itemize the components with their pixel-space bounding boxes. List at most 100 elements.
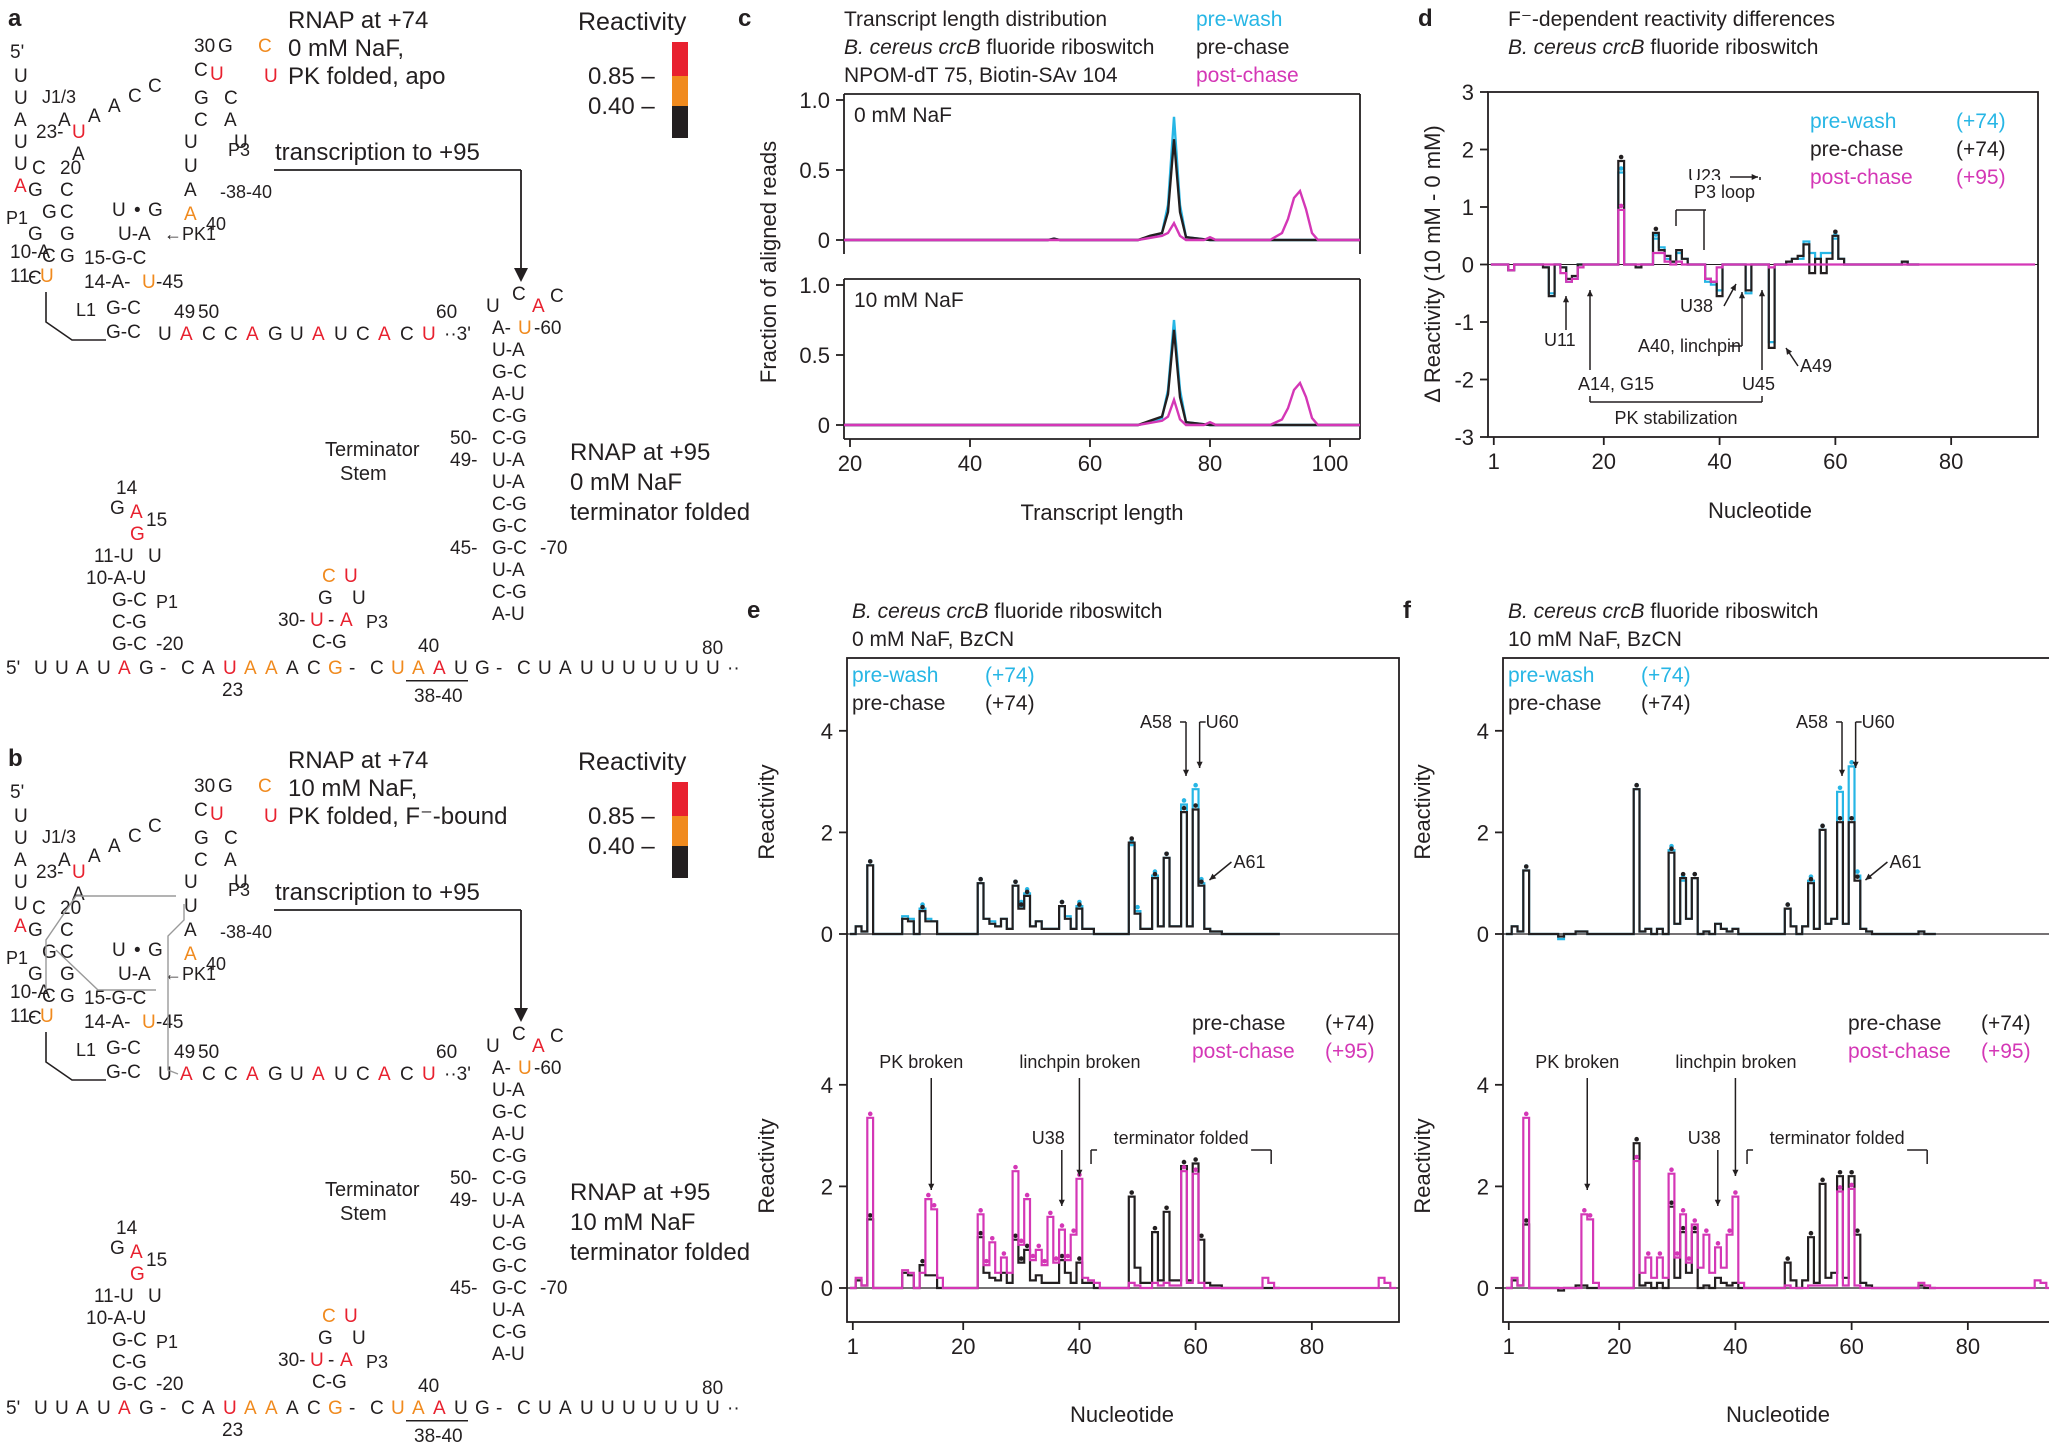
legend-pos: (+95) [1325,1040,1375,1063]
tail-nucleotide: G [268,324,283,345]
nucleotide: C [28,1008,42,1029]
tail-nucleotide: A [312,1064,325,1085]
data-point [1669,1200,1674,1206]
data-point [1019,1256,1024,1261]
plot-frame [1502,657,2049,1323]
legend-pre-chase: pre-chase [1196,36,1289,59]
nucleotide: U [352,588,366,609]
y-axis-label: Reactivity [1410,1118,1435,1213]
tail-nucleotide: C [400,324,414,345]
nucleotide: U [234,872,248,893]
y-tick-label: 0 [1477,1276,1489,1301]
nucleotide: G [194,828,209,849]
nucleotide: U [148,546,162,567]
nucleotide: C [224,88,238,109]
nucleotide: G [60,964,75,985]
data-point [1837,785,1843,791]
linear-nucleotide: A [433,658,446,679]
nucleotide: C [258,776,272,797]
linear-nucleotide: U [685,1398,699,1419]
stem-pair: G-C [492,1102,527,1123]
nucleotide: U [344,1306,358,1327]
tail-nucleotide: C [224,324,238,345]
nucleotide: C [322,1306,336,1327]
stem-pair: C-G [492,1146,527,1167]
stem-pair: U-A [492,1212,525,1233]
data-point [1704,1228,1709,1233]
nucleotide: U [40,1006,54,1027]
legend-title: Reactivity [578,8,687,36]
data-point [1618,203,1624,209]
linear-nucleotide: A [286,658,299,679]
nucleotide: C [148,816,162,837]
bracket-38-40 [406,1420,468,1422]
nucleotide: U [210,804,224,825]
y-tick-label: 2 [1477,820,1489,845]
linear-nucleotide: U [34,658,48,679]
tail-nucleotide: U [290,1064,304,1085]
data-point [1053,1256,1059,1261]
stem-pair: G-C [492,362,527,383]
legend-pos: (+95) [1981,1040,2031,1063]
nucleotide: -45 [156,272,183,293]
data-point [978,1230,983,1236]
data-point [1733,1190,1738,1195]
stem-label: Stem [340,1203,387,1225]
legend-black-bar [672,106,688,138]
panel-d-subtitle: B. cereus crcB fluoride riboswitch [1508,36,1818,59]
series-post-chase [1505,1116,2049,1290]
stem-pair: G-C [492,516,527,537]
nucleotide: G [60,246,75,267]
transcription-label: transcription to +95 [275,879,480,906]
nucleotide: A [88,846,101,867]
nucleotide: U [40,266,54,287]
linear-nucleotide: A [76,658,89,679]
data-point [1523,1218,1529,1223]
panel-condition: 10 mM NaF, BzCN [1508,628,1682,651]
linear-nucleotide: U [223,658,237,679]
y-tick-label: 0.5 [799,158,830,183]
data-point [1199,1233,1204,1239]
nucleotide: C [194,110,208,131]
legend-pos: (+74) [1325,1012,1375,1035]
data-point [1833,229,1838,235]
tail-nucleotide: C [202,324,216,345]
nucleotide: 60 [436,1042,457,1063]
nucleotide: C [322,566,336,587]
nucleotide: 15 [146,1250,167,1271]
nucleotide: C [512,284,526,305]
nucleotide: 49 [174,302,195,323]
data-point [931,1202,937,1208]
data-point [1042,1258,1047,1264]
linear-nucleotide: U [685,658,699,679]
annot-pk-stabilization: PK stabilization [1614,408,1737,428]
nucleotide: 15-G-C [84,988,146,1009]
annot-pk-broken-arrow-head [928,1183,935,1190]
nucleotide: G [148,200,163,221]
stem-pair: C-G [492,494,527,515]
annot-terminator-folded: terminator folded [1770,1128,1905,1148]
linear-nucleotide: A [76,1398,89,1419]
data-point [1193,803,1198,808]
stem-pair: A-U [492,1344,525,1365]
p3-label: P3 [228,880,250,900]
tail-nucleotide: C [202,1064,216,1085]
nucleotide: C [194,800,208,821]
stem-pair: C-G [492,1322,527,1343]
nucleotide: 50- [450,428,477,449]
data-point [1692,1225,1698,1231]
p3b-label: P3 [366,1352,388,1372]
bottom-title-line: 10 mM NaF [570,1209,695,1236]
annot-a14-arrow-head [1586,290,1594,297]
linear-nucleotide: U [55,1398,69,1419]
nucleotide: 10-A-U [86,1308,146,1329]
nucleotide: A- [492,1058,511,1079]
panel-c-construct: NPOM-dT 75, Biotin-SAv 104 [844,64,1118,87]
linear-nucleotide: U [538,658,552,679]
x-tick-label: 60 [1839,1334,1863,1359]
data-point [1692,1218,1698,1223]
linear-nucleotide: U [664,658,678,679]
data-point [1837,1185,1843,1190]
nucleotide: G [60,986,75,1007]
legend-pre-chase: pre-chase [1192,1012,1285,1035]
